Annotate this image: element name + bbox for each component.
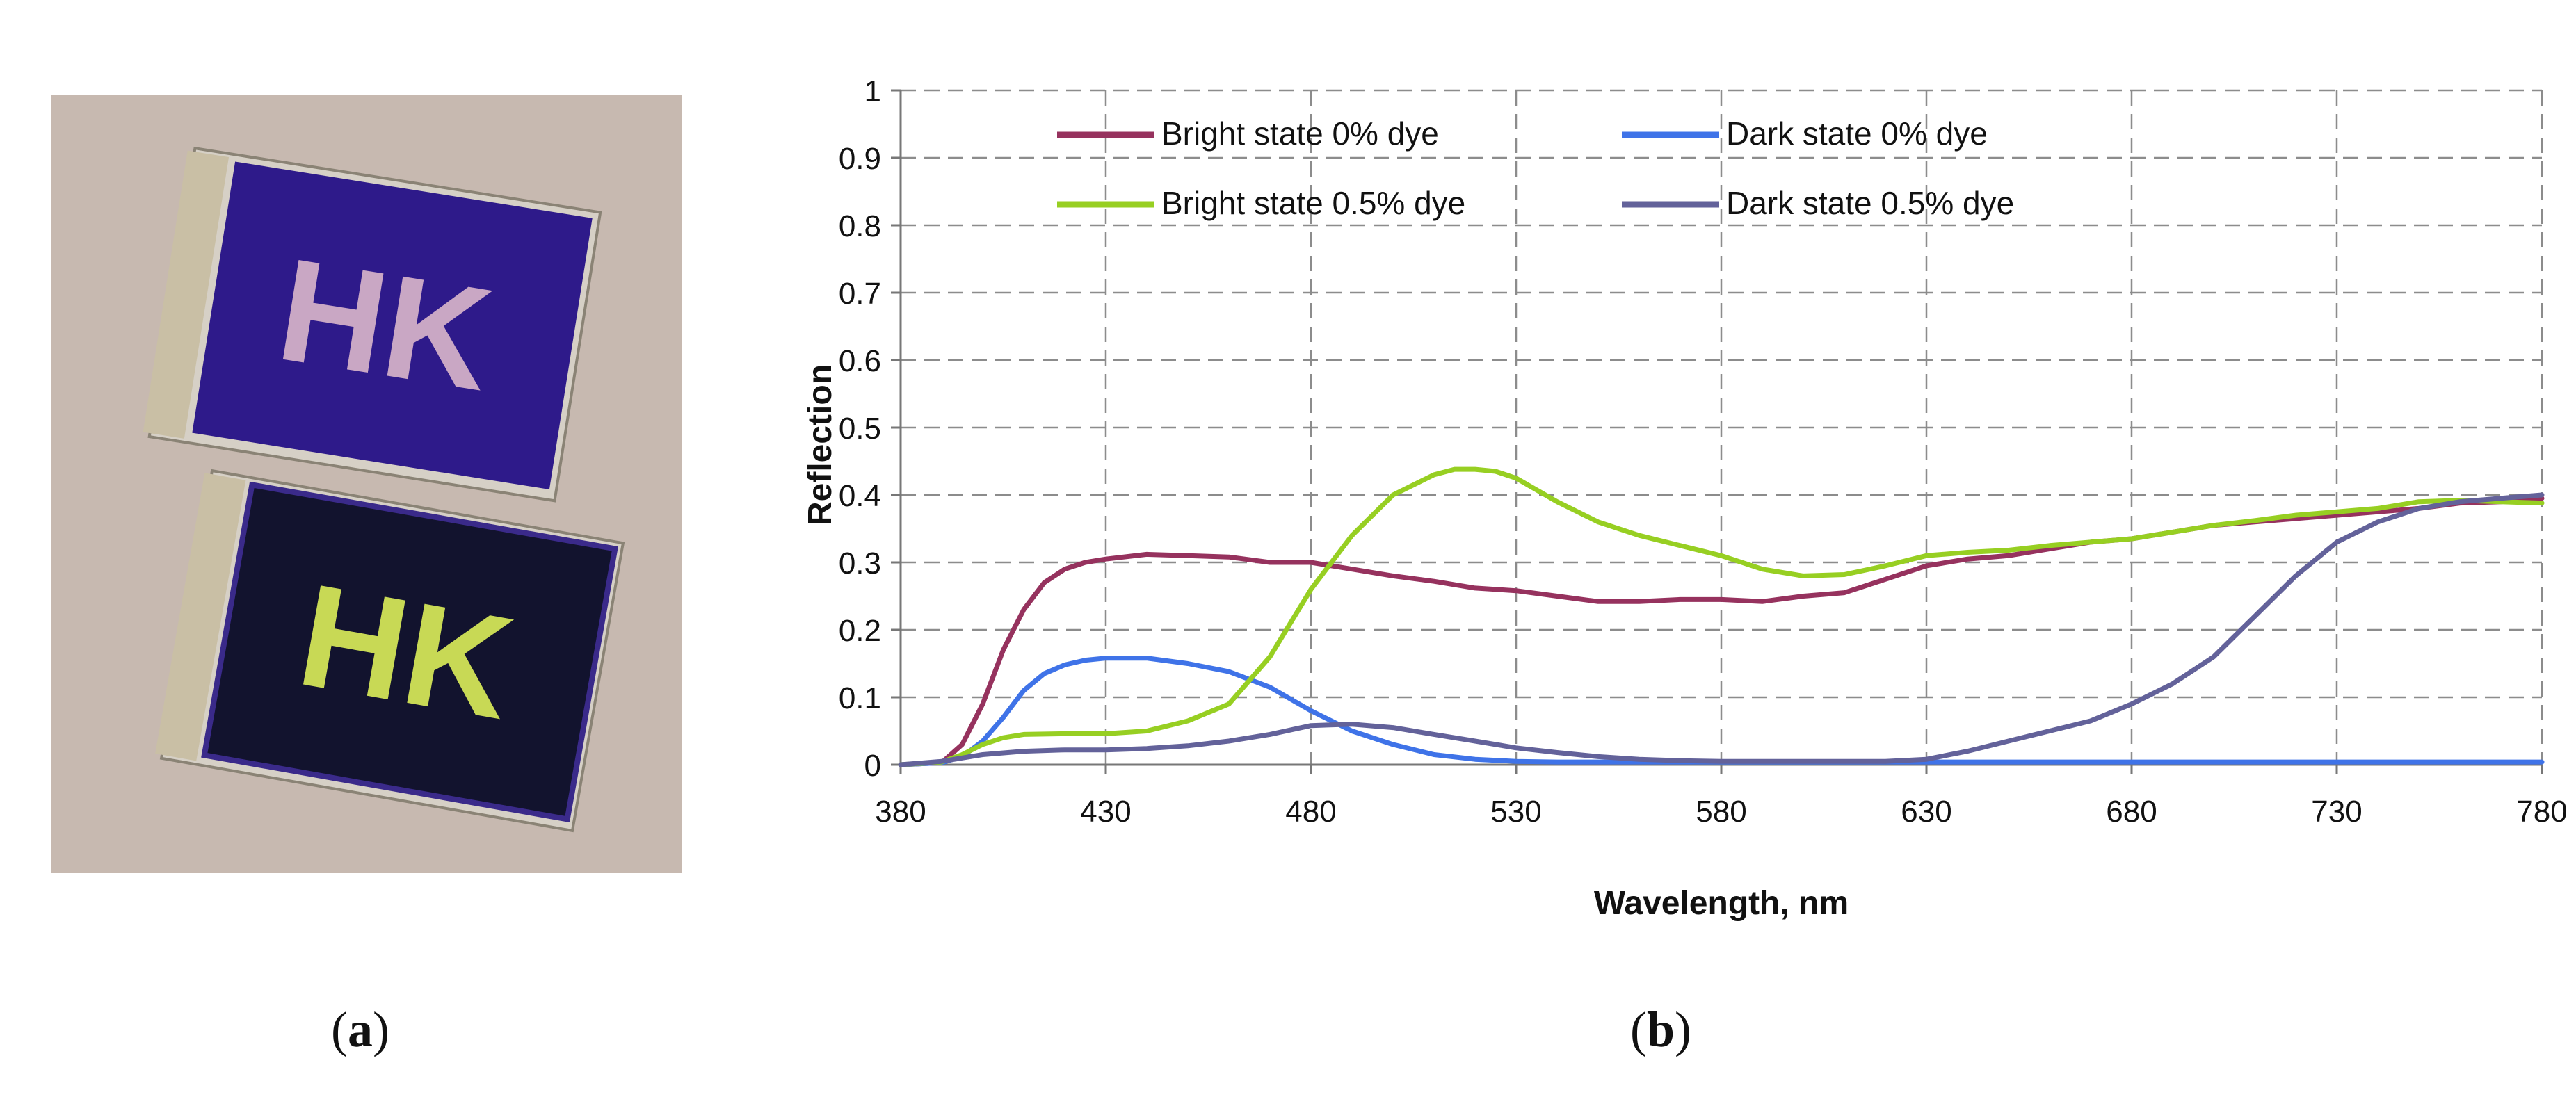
y-tick-label: 0.6 xyxy=(839,344,881,378)
y-tick-label: 0.5 xyxy=(839,412,881,446)
caption-a-letter: a xyxy=(347,1002,373,1057)
dark-cell: HK xyxy=(155,469,625,833)
x-tick-label: 730 xyxy=(2311,795,2362,829)
chart-grid xyxy=(901,89,2543,765)
series-line-3 xyxy=(898,466,2545,767)
y-tick-label: 0.1 xyxy=(839,681,881,715)
x-tick-label: 530 xyxy=(1490,795,1541,829)
x-tick-label: 430 xyxy=(1080,795,1131,829)
chart-legend: Bright state 0% dye Dark state 0% dye Brig… xyxy=(1057,115,2014,221)
sample-photo: HK HK xyxy=(51,95,682,873)
legend-label: Bright state 0% dye xyxy=(1161,115,1439,152)
chart-series xyxy=(898,466,2545,767)
reflection-chart: 0 0.1 0.2 0.3 0.4 0.5 0.6 0.7 0.8 0.9 1 380 430 480 53… xyxy=(802,74,2568,922)
chart-axes: 0 0.1 0.2 0.3 0.4 0.5 0.6 0.7 0.8 0.9 1 380 430 480 53… xyxy=(839,74,2568,829)
caption-b: (b) xyxy=(1630,1002,1692,1057)
x-tick-label: 480 xyxy=(1285,795,1336,829)
y-tick-label: 0.2 xyxy=(839,614,881,648)
series-line-4 xyxy=(898,492,2545,767)
x-axis-label: Wavelength, nm xyxy=(1594,885,1849,922)
y-axis-label: Reflection xyxy=(802,364,839,526)
legend-label: Bright state 0.5% dye xyxy=(1161,185,1465,221)
bright-cell-label: HK xyxy=(268,227,502,422)
dark-cell-active-area xyxy=(201,481,618,823)
y-tick-label: 1 xyxy=(864,74,881,108)
caption-a: (a) xyxy=(331,1002,389,1057)
dark-cell-label: HK xyxy=(288,553,524,750)
y-tick-label: 0.4 xyxy=(839,479,881,513)
y-tick-label: 0.3 xyxy=(839,546,881,580)
y-tick-label: 0.9 xyxy=(839,142,881,176)
series-line-1 xyxy=(898,496,2545,767)
bright-cell-electrode xyxy=(143,150,230,439)
x-tick-label: 630 xyxy=(1901,795,1951,829)
x-tick-label: 580 xyxy=(1696,795,1746,829)
y-tick-label: 0 xyxy=(864,749,881,783)
bright-cell: HK xyxy=(143,146,602,503)
y-tick-label: 0.8 xyxy=(839,209,881,243)
y-tick-label: 0.7 xyxy=(839,277,881,311)
caption-b-letter: b xyxy=(1646,1002,1675,1057)
legend-label: Dark state 0% dye xyxy=(1726,115,1988,152)
x-tick-label: 680 xyxy=(2106,795,2157,829)
bright-cell-active-area xyxy=(192,161,593,489)
x-tick-label: 780 xyxy=(2516,795,2567,829)
dark-cell-electrode xyxy=(155,473,246,761)
legend-label: Dark state 0.5% dye xyxy=(1726,185,2014,221)
x-tick-label: 380 xyxy=(875,795,926,829)
